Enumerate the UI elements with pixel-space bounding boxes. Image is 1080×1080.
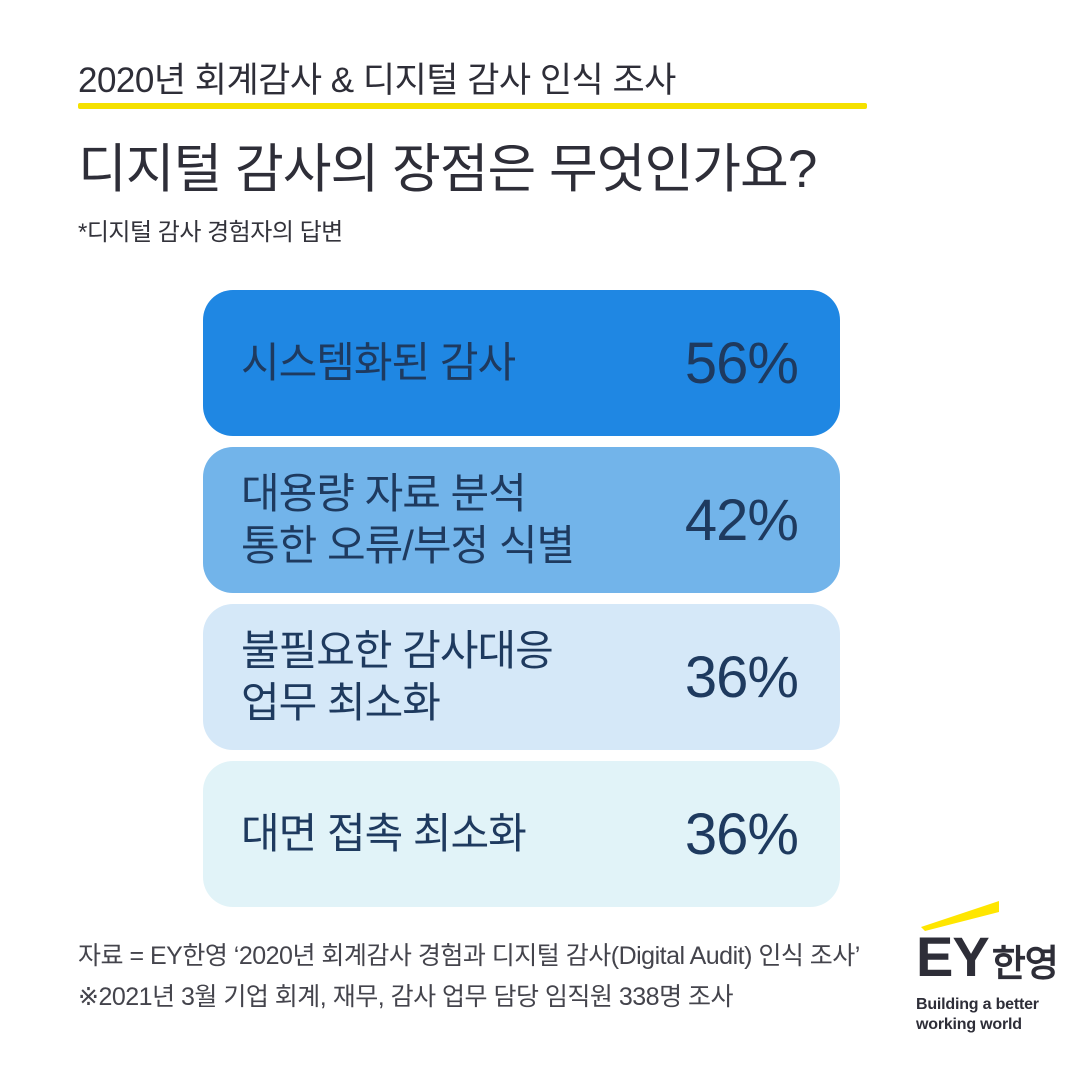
bar-row-minimize-face-contact: 대면 접촉 최소화 36% <box>203 761 840 907</box>
kicker-title: 2020년 회계감사 & 디지털 감사 인식 조사 <box>78 61 676 100</box>
source-line-1: 자료 = EY한영 ‘2020년 회계감사 경험과 디지털 감사(Digital… <box>78 942 860 970</box>
bar-value: 36% <box>684 801 799 867</box>
bar-row-mass-data-analysis: 대용량 자료 분석 통한 오류/부정 식별 42% <box>203 447 840 593</box>
bar-row-minimize-audit-response: 불필요한 감사대응 업무 최소화 36% <box>203 604 840 750</box>
ey-korea-suffix: 한영 <box>991 943 1059 984</box>
ey-tagline-line-2: working world <box>916 1016 1022 1033</box>
bar-chart: 시스템화된 감사 56% 대용량 자료 분석 통한 오류/부정 식별 42% 불… <box>203 290 840 907</box>
source-line-2: ※2021년 3월 기업 회계, 재무, 감사 업무 담당 임직원 338명 조… <box>78 983 734 1011</box>
bar-label: 대면 접촉 최소화 <box>241 809 527 857</box>
bar-label: 시스템화된 감사 <box>241 338 516 386</box>
ey-wordmark: EY <box>916 925 990 988</box>
respondent-note: *디지털 감사 경험자의 답변 <box>78 219 343 246</box>
ey-beam-icon <box>921 901 999 931</box>
bar-label: 대용량 자료 분석 통한 오류/부정 식별 <box>241 469 575 570</box>
source-note: 자료 = EY한영 ‘2020년 회계감사 경험과 디지털 감사(Digital… <box>78 936 860 1018</box>
page-title: 디지털 감사의 장점은 무엇인가요? <box>78 140 817 199</box>
ey-hanyoung-logo: EY 한영 Building a better working world <box>916 901 1066 1035</box>
bar-value: 56% <box>684 330 799 396</box>
bar-row-systemized-audit: 시스템화된 감사 56% <box>203 290 840 436</box>
bar-value: 36% <box>684 644 799 710</box>
yellow-underline <box>78 103 867 109</box>
bar-value: 42% <box>684 487 799 553</box>
ey-tagline: Building a better working world <box>916 995 1066 1035</box>
bar-label: 불필요한 감사대응 업무 최소화 <box>241 626 554 727</box>
ey-tagline-line-1: Building a better <box>916 996 1039 1013</box>
